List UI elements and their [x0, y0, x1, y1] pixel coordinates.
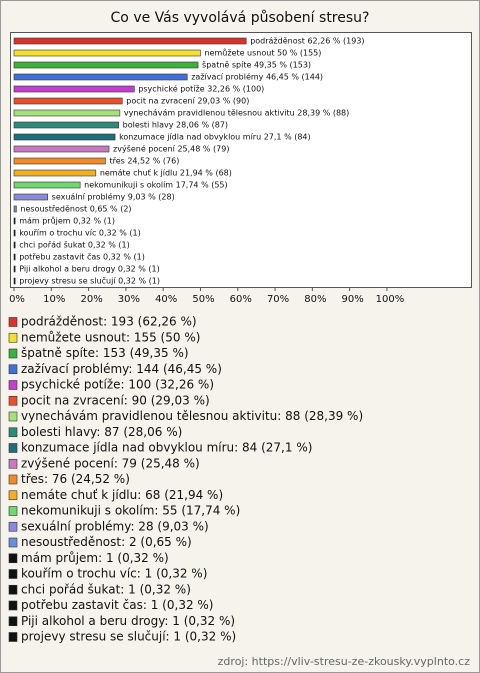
legend-label: třes: 76 (24,52 %) [21, 472, 130, 486]
data-label: konzumace jídla nad obvyklou míru 27,1 %… [119, 133, 311, 142]
legend-swatch [8, 506, 18, 516]
legend-swatch [8, 458, 18, 469]
legend-label: bolesti hlavy: 87 (28,06 %) [21, 425, 182, 439]
bar [13, 109, 121, 117]
data-label: chci pořád šukat 0,32 % (1) [19, 240, 130, 250]
chart-title: Co ve Vás vyvolává působení stresu? [111, 10, 370, 26]
bar [13, 253, 16, 261]
bar [13, 217, 16, 225]
legend-swatch [8, 317, 18, 327]
legend-label: nekomunikuji s okolím: 55 (17,74 %) [21, 504, 240, 518]
legend-label: konzumace jídla nad obvyklou míru: 84 (2… [21, 441, 312, 455]
data-label: potřebu zastavit čas 0,32 % (1) [19, 252, 145, 262]
x-tick-label: 0% [9, 294, 25, 305]
x-tick-label: 80% [304, 294, 326, 305]
data-label: podrážděnost 62,26 % (193) [250, 37, 364, 46]
bar [13, 85, 135, 93]
legend-swatch [8, 584, 18, 595]
data-label: špatně spíte 49,35 % (153) [202, 60, 311, 70]
legend-swatch [8, 569, 18, 579]
bar [13, 169, 97, 177]
x-tick-label: 50% [192, 294, 214, 305]
data-label: bolesti hlavy 28,06 % (87) [123, 121, 228, 130]
data-label: pocit na zvracení 29,03 % (90) [126, 97, 249, 106]
bar [13, 133, 116, 141]
legend-label: špatně spíte: 153 (49,35 %) [21, 346, 189, 360]
data-label: nesoustředěnost 0,65 % (2) [20, 205, 131, 214]
data-label: zvýšené pocení 25,48 % (79) [113, 144, 229, 154]
source: zdroj: https://vliv-stresu-ze-zkousky.vy… [218, 655, 471, 668]
legend-swatch [8, 348, 18, 359]
bar [13, 37, 247, 45]
legend-label: pocit na zvracení: 90 (29,03 %) [21, 393, 210, 407]
legend-label: psychické potíže: 100 (32,26 %) [21, 378, 214, 392]
legend-label: potřebu zastavit čas: 1 (0,32 %) [21, 598, 213, 612]
bar [13, 145, 110, 153]
legend-label: nemáte chuť k jídlu: 68 (21,94 %) [21, 488, 223, 502]
bar [13, 121, 119, 129]
data-label: nemáte chuť k jídlu 21,94 % (68) [100, 169, 232, 178]
data-label: psychické potíže 32,26 % (100) [138, 84, 264, 94]
data-label: projevy stresu se slučují 0,32 % (1) [19, 276, 160, 286]
bar [13, 73, 188, 81]
x-tick-label: 20% [80, 294, 102, 305]
legend-swatch [8, 490, 18, 501]
x-tick-label: 90% [342, 294, 364, 305]
data-label: Piji alkohol a beru drogy 0,32 % (1) [19, 265, 160, 274]
legend-label: zvýšené pocení: 79 (25,48 %) [21, 456, 200, 470]
legend-label: nesoustředěnost: 2 (0,65 %) [21, 535, 192, 549]
bar [13, 61, 199, 69]
legend-swatch [8, 537, 18, 548]
legend-swatch [8, 474, 18, 485]
legend-swatch [8, 332, 18, 343]
x-tick-label: 40% [155, 294, 177, 305]
data-label: mám průjem 0,32 % (1) [19, 216, 115, 226]
bar [13, 205, 17, 213]
legend-label: kouřím o trochu víc: 1 (0,32 %) [21, 567, 207, 581]
legend-label: zažívací problémy: 144 (46,45 %) [21, 362, 222, 376]
x-tick-label: 30% [118, 294, 140, 305]
legend-swatch [8, 380, 18, 390]
data-label: třes 24,52 % (76) [109, 157, 179, 166]
legend-label: chci pořád šukat: 1 (0,32 %) [21, 582, 191, 596]
bar [13, 241, 16, 249]
legend-swatch [8, 364, 18, 375]
x-tick-label: 10% [43, 294, 65, 305]
data-label: sexuální problémy 9,03 % (28) [52, 192, 175, 202]
legend-label: Piji alkohol a beru drogy: 1 (0,32 %) [21, 614, 235, 628]
bar [13, 49, 201, 57]
x-tick-label: 100% [376, 294, 405, 305]
bar [13, 157, 106, 165]
bar [13, 97, 123, 105]
data-label: vynechávám pravidlenou tělesnou aktivitu… [124, 109, 349, 118]
bar [13, 265, 16, 273]
legend-swatch [8, 427, 18, 438]
bar [13, 229, 16, 237]
data-label: nekomunikuji s okolím 17,74 % (55) [84, 181, 227, 190]
x-tick-label: 70% [267, 294, 289, 305]
bar [13, 277, 16, 285]
legend-swatch [8, 443, 18, 453]
legend-label: podrážděnost: 193 (62,26 %) [21, 315, 197, 329]
legend-label: sexuální problémy: 28 (9,03 %) [21, 519, 209, 533]
legend-label: vynechávám pravidlenou tělesnou aktivitu… [21, 409, 363, 423]
data-label: nemůžete usnout 50 % (155) [204, 48, 321, 58]
x-tick-label: 60% [230, 294, 252, 305]
data-label: kouřím o trochu víc 0,32 % (1) [19, 229, 141, 238]
legend-swatch [8, 616, 18, 627]
legend-label: projevy stresu se slučují: 1 (0,32 %) [21, 630, 236, 644]
legend-swatch [8, 553, 18, 564]
legend-label: mám průjem: 1 (0,32 %) [21, 551, 169, 565]
data-label: zažívací problémy 46,45 % (144) [191, 72, 323, 82]
legend-label: nemůžete usnout: 155 (50 %) [21, 330, 200, 344]
legend-swatch [8, 395, 18, 406]
legend-swatch [8, 632, 18, 642]
legend-swatch [8, 600, 18, 611]
bar [13, 181, 81, 189]
legend-swatch [8, 521, 18, 532]
bar [13, 193, 48, 201]
legend-swatch [8, 411, 18, 422]
